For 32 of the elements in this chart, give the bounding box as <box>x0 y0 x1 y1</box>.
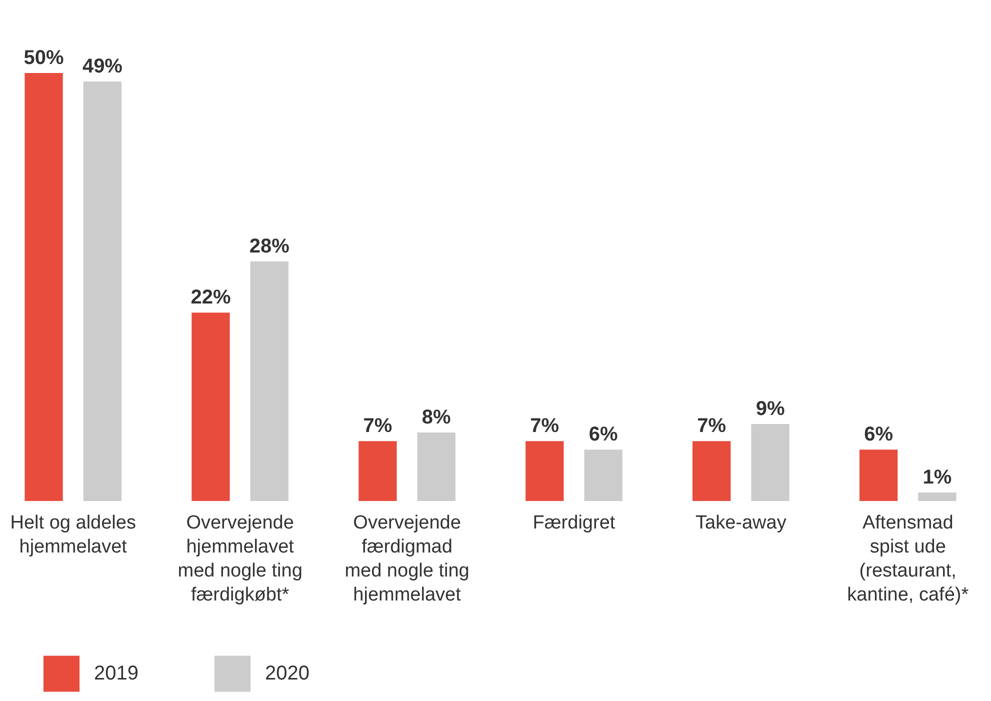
legend-label: 2019 <box>94 662 138 685</box>
bar <box>859 450 898 501</box>
bar <box>250 261 288 501</box>
x-tick-label: Aftensmad spist ude (restaurant, kantine, café)* <box>847 512 970 606</box>
bar <box>526 441 564 501</box>
x-tick-label: Overvejende færdigmad med nogle ting hjemmelavet <box>344 512 470 606</box>
x-tick-label: Helt og aldeles hjemmelavet <box>10 512 136 558</box>
data-label: 9% <box>756 398 785 420</box>
data-label: 8% <box>422 406 452 429</box>
bar <box>751 424 790 501</box>
x-tick-label: Overvejende hjemmelavet med nogle ting færdigkøbt* <box>178 512 302 606</box>
data-label: 6% <box>864 424 894 446</box>
data-label: 49% <box>82 56 123 78</box>
data-label: 22% <box>190 286 231 309</box>
bar <box>192 312 230 501</box>
x-tick-label: Take-away <box>696 512 787 534</box>
data-label: 1% <box>922 466 952 488</box>
bar <box>83 82 122 501</box>
data-label: 28% <box>249 235 290 258</box>
data-label: 7% <box>697 415 726 438</box>
bar <box>358 441 397 501</box>
bar <box>918 492 956 501</box>
data-label: 7% <box>530 415 560 438</box>
bar <box>417 432 456 501</box>
legend-label: 2020 <box>265 662 310 685</box>
data-label: 50% <box>24 47 64 69</box>
bar <box>24 73 63 501</box>
bar <box>692 441 731 501</box>
x-tick-label: Færdigret <box>532 512 616 534</box>
bar <box>584 450 622 501</box>
data-label: 7% <box>363 415 392 438</box>
data-label: 6% <box>588 424 618 446</box>
